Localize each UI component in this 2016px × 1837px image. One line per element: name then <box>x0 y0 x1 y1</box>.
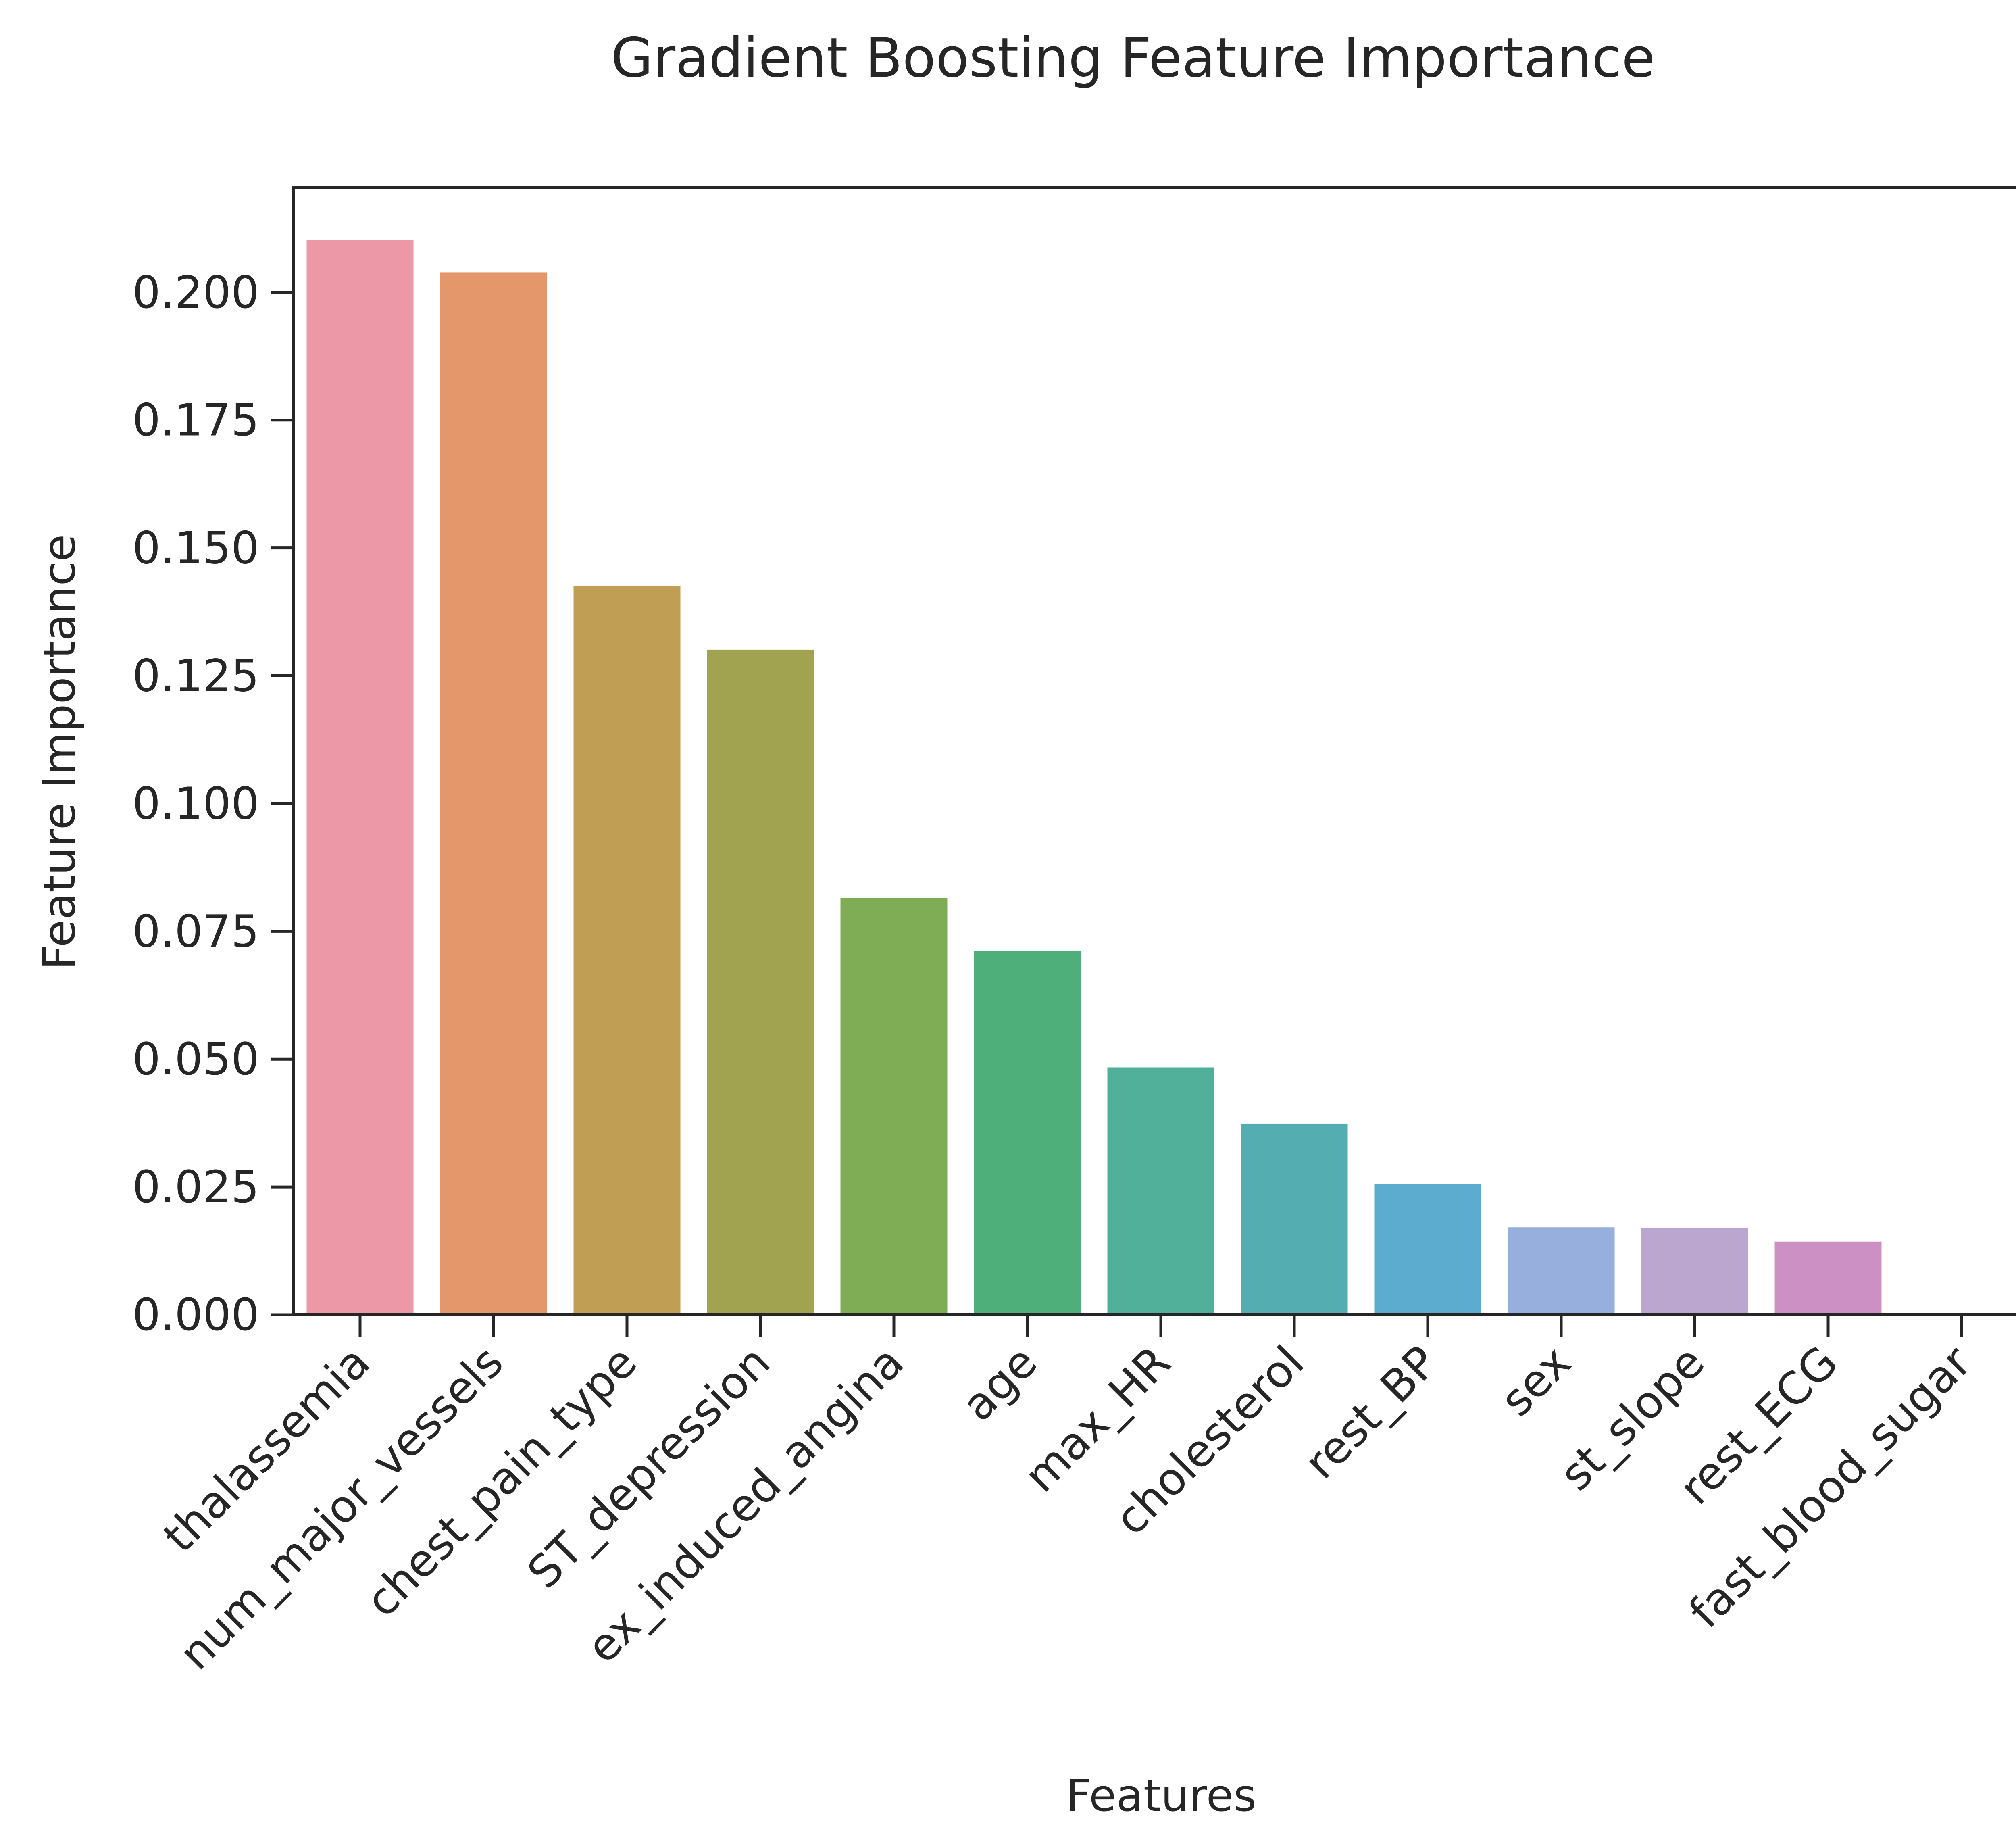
y-tick-label: 0.175 <box>132 394 259 446</box>
chart-title: Gradient Boosting Feature Importance <box>611 26 1655 90</box>
bar-chest_pain_type <box>573 586 681 1315</box>
y-tick-label: 0.025 <box>132 1161 259 1213</box>
bar-ex_induced_angina <box>840 898 948 1315</box>
y-tick-label: 0.125 <box>132 650 259 702</box>
bar-st_slope <box>1641 1228 1748 1315</box>
x-tick-label: sex <box>1491 1336 1581 1426</box>
x-axis-label: Features <box>1066 1770 1257 1821</box>
y-axis-label: Feature Importance <box>33 534 85 970</box>
bars-group <box>306 240 1882 1315</box>
bar-age <box>974 951 1081 1315</box>
bar-rest_BP <box>1374 1184 1481 1315</box>
bar-thalassemia <box>306 240 414 1315</box>
y-tick-label: 0.075 <box>132 905 259 957</box>
y-tick-label: 0.200 <box>132 267 259 318</box>
y-tick-label: 0.150 <box>132 522 259 574</box>
bar-num_major_vessels <box>440 272 547 1315</box>
bar-max_HR <box>1107 1067 1214 1315</box>
y-ticks-group: 0.000 0.025 0.050 0.075 0.100 0.125 0.150 0.175… <box>132 267 294 1341</box>
x-tick-label: ST_depression <box>518 1336 780 1599</box>
bar-ST_depression <box>707 649 814 1315</box>
plot-frame <box>292 186 2016 1316</box>
x-ticks-group: thalassemianum_major_vesselschest_pain_t… <box>153 1315 1981 1680</box>
y-tick-label: 0.100 <box>132 778 259 829</box>
y-tick-label: 0.050 <box>132 1033 259 1085</box>
bar-rest_ECG <box>1774 1241 1882 1315</box>
x-tick-label: age <box>952 1336 1047 1431</box>
bar-sex <box>1508 1227 1615 1315</box>
x-tick-label: rest_BP <box>1295 1336 1447 1489</box>
y-tick-label: 0.000 <box>132 1289 259 1341</box>
bar-cholesterol <box>1241 1123 1348 1315</box>
